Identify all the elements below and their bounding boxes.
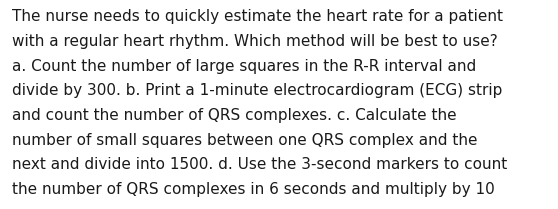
Text: with a regular heart rhythm. Which method will be best to use?: with a regular heart rhythm. Which metho… (12, 34, 498, 49)
Text: a. Count the number of large squares in the R-R interval and: a. Count the number of large squares in … (12, 59, 477, 74)
Text: The nurse needs to quickly estimate the heart rate for a patient: The nurse needs to quickly estimate the … (12, 9, 503, 24)
Text: number of small squares between one QRS complex and the: number of small squares between one QRS … (12, 133, 478, 148)
Text: the number of QRS complexes in 6 seconds and multiply by 10: the number of QRS complexes in 6 seconds… (12, 182, 495, 197)
Text: and count the number of QRS complexes. c. Calculate the: and count the number of QRS complexes. c… (12, 108, 457, 123)
Text: divide by 300. b. Print a 1-minute electrocardiogram (ECG) strip: divide by 300. b. Print a 1-minute elect… (12, 83, 503, 98)
Text: next and divide into 1500. d. Use the 3-second markers to count: next and divide into 1500. d. Use the 3-… (12, 157, 508, 172)
